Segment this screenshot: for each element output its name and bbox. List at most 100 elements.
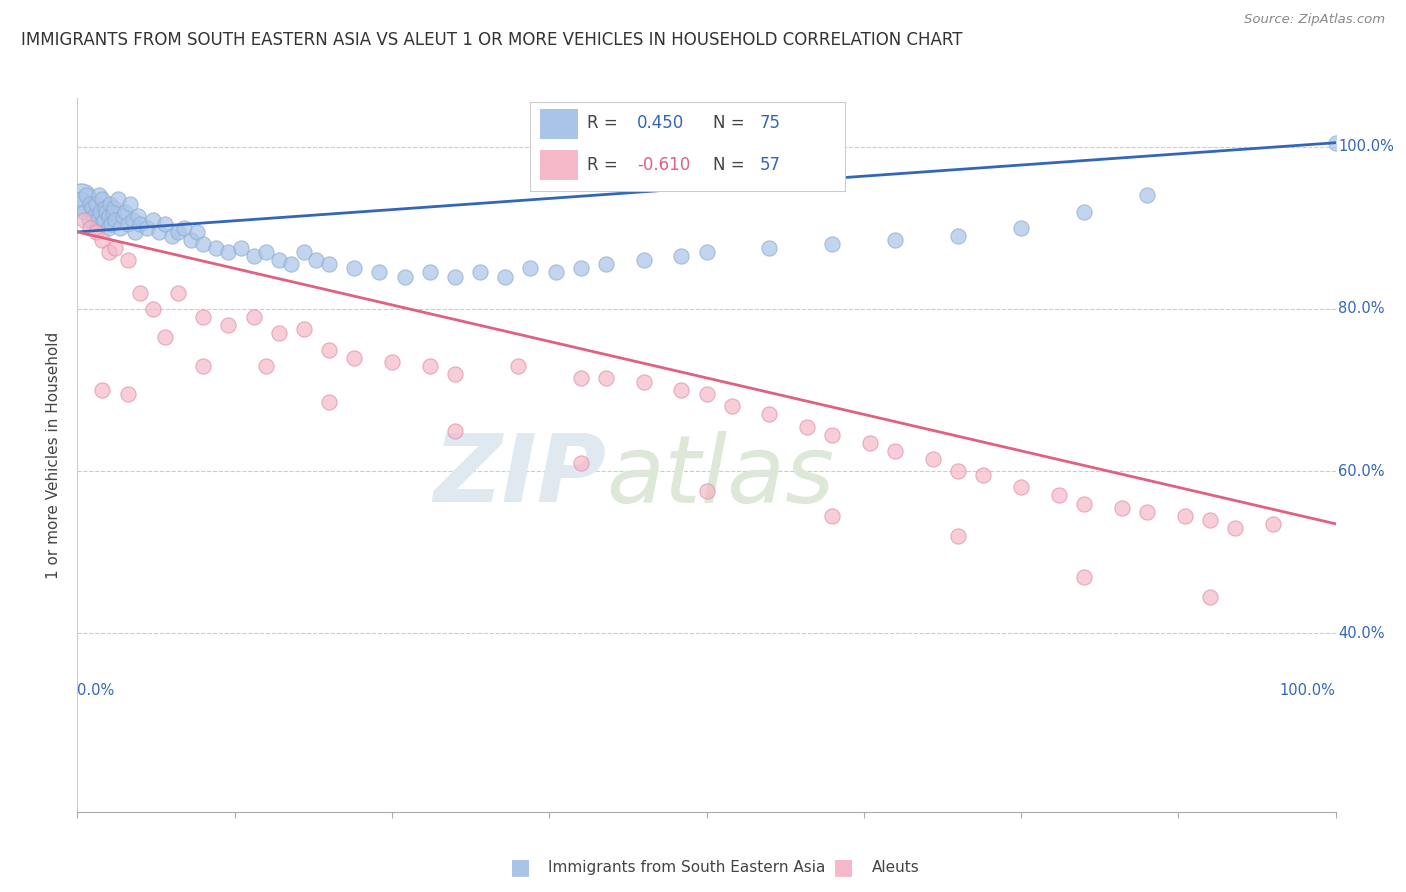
- Point: [117, 253, 139, 268]
- Point: [1136, 188, 1159, 202]
- Point: [419, 359, 441, 373]
- Point: [381, 354, 404, 368]
- Point: [1261, 516, 1284, 531]
- Point: [191, 310, 215, 324]
- Point: [1198, 513, 1220, 527]
- Point: [544, 265, 567, 279]
- Point: [1010, 480, 1032, 494]
- Point: [343, 261, 366, 276]
- Point: [292, 322, 315, 336]
- Point: [1073, 204, 1095, 219]
- Point: [186, 225, 208, 239]
- Text: Immigrants from South Eastern Asia: Immigrants from South Eastern Asia: [548, 860, 825, 874]
- Text: 0.0%: 0.0%: [77, 683, 114, 698]
- Point: [1198, 590, 1220, 604]
- Point: [1111, 500, 1133, 515]
- Point: [1010, 220, 1032, 235]
- Point: [75, 188, 97, 202]
- Point: [633, 375, 655, 389]
- Point: [267, 326, 290, 341]
- Point: [696, 245, 718, 260]
- Point: [101, 204, 124, 219]
- Point: [242, 249, 264, 263]
- Point: [98, 196, 121, 211]
- Point: [91, 233, 114, 247]
- Point: [94, 201, 117, 215]
- Point: [107, 193, 129, 207]
- Text: ZIP: ZIP: [433, 430, 606, 523]
- Point: [180, 233, 202, 247]
- Point: [204, 241, 226, 255]
- Point: [167, 285, 190, 300]
- Text: atlas: atlas: [606, 431, 834, 522]
- Point: [1073, 569, 1095, 583]
- Point: [318, 395, 340, 409]
- Point: [93, 212, 115, 227]
- Point: [506, 359, 529, 373]
- Point: [91, 383, 114, 397]
- Point: [1223, 521, 1246, 535]
- Point: [124, 225, 146, 239]
- Point: [104, 212, 127, 227]
- Point: [191, 359, 215, 373]
- Point: [1047, 488, 1070, 502]
- Point: [89, 204, 111, 219]
- Point: [120, 196, 142, 211]
- Point: [97, 245, 120, 260]
- Text: ■: ■: [510, 857, 530, 877]
- Point: [821, 427, 844, 442]
- Point: [82, 201, 104, 215]
- Point: [114, 204, 136, 219]
- Point: [117, 217, 139, 231]
- Point: [70, 193, 93, 207]
- Point: [444, 367, 467, 381]
- Point: [948, 229, 970, 244]
- Point: [148, 225, 170, 239]
- Text: IMMIGRANTS FROM SOUTH EASTERN ASIA VS ALEUT 1 OR MORE VEHICLES IN HOUSEHOLD CORR: IMMIGRANTS FROM SOUTH EASTERN ASIA VS AL…: [21, 31, 963, 49]
- Point: [111, 209, 134, 223]
- Point: [884, 443, 907, 458]
- Point: [1136, 505, 1159, 519]
- Point: [91, 193, 114, 207]
- Point: [318, 257, 340, 271]
- Point: [217, 245, 239, 260]
- Point: [720, 399, 742, 413]
- Point: [671, 249, 693, 263]
- Point: [569, 261, 592, 276]
- Point: [859, 435, 882, 450]
- Point: [97, 209, 120, 223]
- Point: [444, 269, 467, 284]
- Point: [84, 196, 107, 211]
- Point: [129, 217, 152, 231]
- Point: [821, 237, 844, 252]
- Point: [242, 310, 264, 324]
- Point: [86, 212, 108, 227]
- Point: [595, 257, 617, 271]
- Point: [173, 220, 195, 235]
- Point: [229, 241, 252, 255]
- Point: [87, 188, 110, 202]
- Point: [884, 233, 907, 247]
- Point: [72, 212, 94, 227]
- Point: [142, 301, 165, 316]
- Point: [155, 330, 177, 344]
- Point: [70, 193, 93, 207]
- Text: 40.0%: 40.0%: [1339, 626, 1385, 640]
- Point: [108, 220, 131, 235]
- Point: [142, 212, 165, 227]
- Point: [280, 257, 302, 271]
- Text: Aleuts: Aleuts: [872, 860, 920, 874]
- Point: [305, 253, 328, 268]
- Point: [444, 424, 467, 438]
- Text: Source: ZipAtlas.com: Source: ZipAtlas.com: [1244, 13, 1385, 27]
- Y-axis label: 1 or more Vehicles in Household: 1 or more Vehicles in Household: [46, 331, 62, 579]
- Point: [267, 253, 290, 268]
- Point: [83, 209, 105, 223]
- Point: [103, 201, 125, 215]
- Point: [821, 508, 844, 523]
- Point: [121, 212, 143, 227]
- Point: [77, 212, 100, 227]
- Point: [758, 241, 780, 255]
- Point: [191, 237, 215, 252]
- Point: [494, 269, 516, 284]
